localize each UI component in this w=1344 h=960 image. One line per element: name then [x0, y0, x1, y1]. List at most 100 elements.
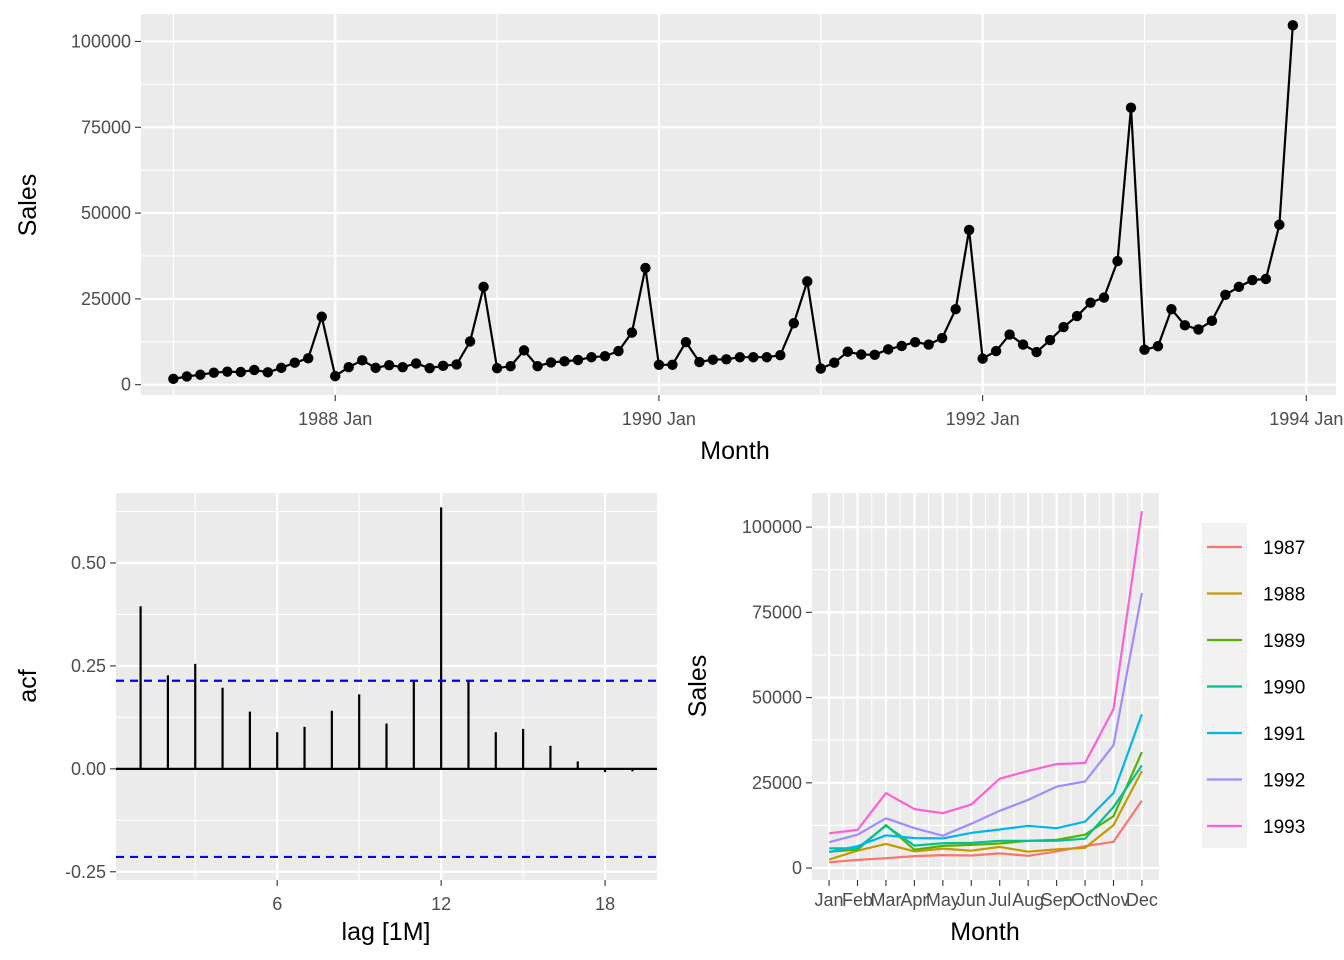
- grid: [141, 14, 1336, 395]
- data-point: [1179, 320, 1191, 331]
- data-point: [1287, 20, 1299, 31]
- data-point: [559, 356, 570, 367]
- y-tick-label: 0.50: [71, 553, 106, 573]
- data-point: [289, 357, 300, 368]
- x-axis-title: Month: [700, 437, 769, 465]
- x-tick-label: 18: [595, 894, 615, 914]
- x-tick-label: May: [926, 890, 960, 910]
- data-point: [1274, 219, 1285, 230]
- data-point: [410, 358, 422, 369]
- data-point: [950, 303, 961, 315]
- x-tick-label: 1994 Jan: [1269, 409, 1343, 429]
- data-point: [667, 359, 678, 370]
- data-point: [1017, 339, 1029, 350]
- data-point: [1193, 324, 1204, 335]
- series-points: [168, 20, 1299, 385]
- data-point: [1152, 341, 1164, 352]
- data-point: [869, 349, 880, 361]
- data-point: [276, 362, 287, 374]
- x-tick-label: Jul: [988, 890, 1011, 910]
- x-tick-label: 12: [431, 894, 451, 914]
- data-point: [464, 336, 476, 347]
- data-point: [249, 364, 260, 376]
- data-point: [1247, 274, 1258, 286]
- data-point: [829, 357, 840, 368]
- y-tick-label: 0: [792, 858, 802, 878]
- data-point: [775, 349, 786, 361]
- y-tick-label: 75000: [752, 602, 802, 622]
- legend-label: 1990: [1263, 678, 1305, 699]
- data-point: [451, 359, 462, 370]
- x-tick-label: 1990 Jan: [622, 409, 696, 429]
- y-tick-label: -0.25: [65, 862, 106, 882]
- y-tick-label: 0.25: [71, 656, 106, 676]
- data-point: [478, 281, 489, 293]
- x-axis-title: Month: [950, 918, 1019, 946]
- data-point: [626, 327, 638, 338]
- series-line-1992: [828, 592, 1143, 844]
- data-point: [330, 370, 341, 382]
- x-tick-label: Jun: [957, 890, 986, 910]
- y-axis-title: Sales: [684, 655, 712, 718]
- data-point: [815, 363, 826, 374]
- data-point: [303, 353, 314, 364]
- y-tick-label: 0: [121, 375, 131, 395]
- data-point: [181, 371, 193, 382]
- data-point: [1260, 273, 1272, 285]
- data-point: [1085, 297, 1096, 308]
- data-point: [235, 366, 247, 378]
- data-point: [586, 352, 597, 363]
- data-point: [748, 352, 759, 363]
- y-tick-label: 25000: [81, 289, 131, 309]
- data-point: [802, 276, 813, 287]
- data-point: [424, 363, 435, 374]
- data-point: [761, 352, 773, 363]
- data-point: [1206, 315, 1218, 327]
- data-point: [168, 373, 179, 385]
- y-axis-ticks: 0 25000 50000 75000 100000: [71, 31, 141, 395]
- x-tick-label: Feb: [842, 890, 873, 910]
- legend-label: 1988: [1263, 585, 1305, 606]
- data-point: [694, 356, 705, 368]
- data-point: [316, 311, 327, 322]
- data-point: [437, 360, 449, 372]
- legend: 1987 1988 1989 1990 1991 1992 1993: [1202, 523, 1305, 848]
- series-line-1991: [828, 713, 1143, 854]
- data-point: [680, 336, 692, 348]
- panel-background: [116, 493, 657, 880]
- x-tick-label: Sep: [1041, 890, 1073, 910]
- data-point: [1112, 255, 1123, 267]
- y-tick-label: 0.00: [71, 759, 106, 779]
- x-tick-label: 6: [272, 894, 282, 914]
- data-point: [222, 366, 233, 377]
- panel-background: [141, 14, 1336, 395]
- data-point: [613, 345, 624, 357]
- x-tick-label: Mar: [870, 890, 901, 910]
- legend-label: 1987: [1263, 538, 1305, 559]
- data-point: [370, 362, 381, 374]
- x-tick-label: 1992 Jan: [946, 409, 1020, 429]
- data-point: [1220, 289, 1231, 300]
- data-point: [208, 367, 220, 378]
- data-point: [1058, 321, 1069, 333]
- y-axis-title: Sales: [14, 174, 42, 237]
- data-point: [1071, 310, 1083, 322]
- data-point: [1031, 346, 1042, 358]
- data-point: [653, 359, 665, 370]
- y-axis-ticks: -0.25 0.00 0.25 0.50: [65, 553, 116, 882]
- y-tick-label: 25000: [752, 773, 802, 793]
- data-point: [977, 353, 988, 364]
- data-point: [1098, 292, 1110, 303]
- data-point: [909, 336, 921, 348]
- data-point: [505, 360, 516, 372]
- data-point: [491, 363, 503, 374]
- data-point: [356, 355, 368, 366]
- data-point: [640, 262, 651, 274]
- x-axis-ticks: 1988 Jan 1990 Jan 1992 Jan 1994 Jan: [298, 395, 1343, 429]
- data-point: [883, 344, 894, 355]
- data-point: [923, 339, 934, 350]
- y-axis-ticks: 0 25000 50000 75000 100000: [742, 517, 812, 878]
- legend-label: 1992: [1263, 771, 1305, 792]
- series-line-1990: [829, 764, 1143, 850]
